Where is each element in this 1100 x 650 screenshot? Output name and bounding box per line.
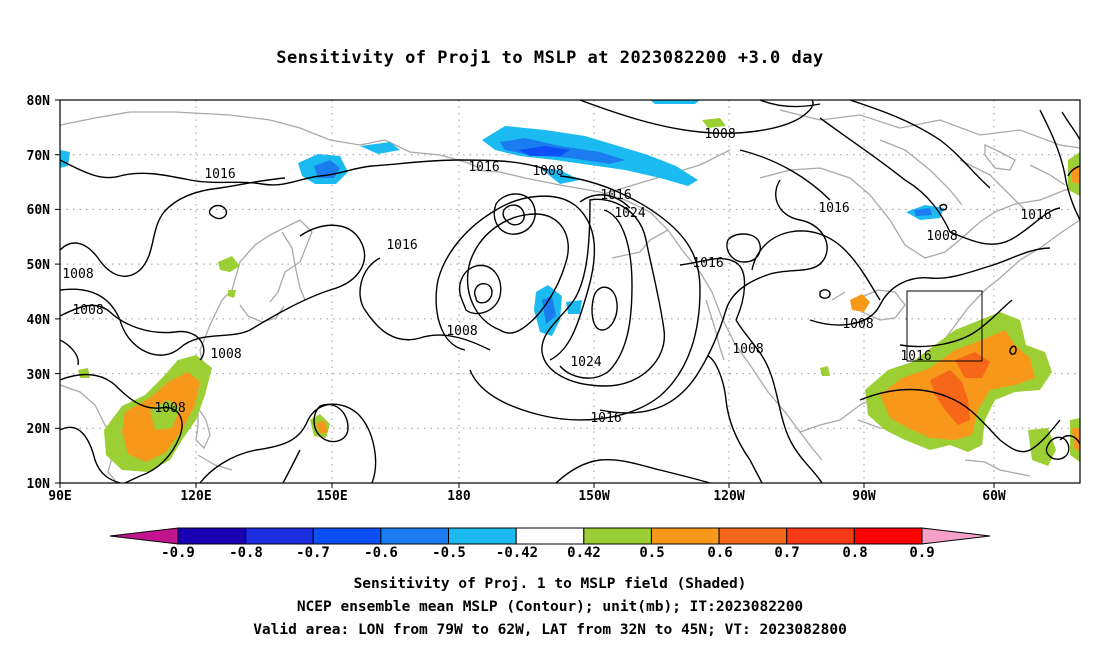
lat-tick-label: 30N: [27, 368, 51, 383]
colorbar-label: 0.8: [842, 545, 867, 561]
map-title: Sensitivity of Proj1 to MSLP at 20230822…: [276, 48, 824, 68]
contour-label: 1008: [732, 342, 763, 357]
colorbar-label: 0.6: [707, 545, 732, 561]
contour-label: 1008: [62, 267, 93, 282]
colorbar-label: -0.9: [161, 545, 195, 561]
caption-block: Sensitivity of Proj. 1 to MSLP field (Sh…: [0, 573, 1100, 642]
lat-tick-label: 70N: [27, 149, 51, 164]
colorbar-label: 0.9: [909, 545, 934, 561]
lat-tick-label: 40N: [27, 313, 51, 328]
colorbar-label: 0.42: [567, 545, 601, 561]
contour-label: 1016: [600, 188, 631, 203]
contour-label: 1008: [532, 164, 563, 179]
lat-tick-label: 50N: [27, 258, 51, 273]
lat-tick-label: 10N: [27, 477, 51, 492]
contour-label: 1016: [468, 160, 499, 175]
longitude-labels: 90E 120E 150E 180 150W 120W 90W 60W: [48, 489, 1006, 504]
colorbar-swatches: [177, 527, 923, 545]
colorbar-label: 0.5: [639, 545, 664, 561]
lon-tick-label: 120W: [713, 489, 744, 504]
lon-tick-label: 90W: [852, 489, 876, 504]
lon-tick-label: 180: [447, 489, 471, 504]
colorbar-label: 0.7: [774, 545, 799, 561]
contour-label: 1008: [446, 324, 477, 339]
colorbar-swatch: [312, 527, 382, 545]
contour-label: 1024: [614, 206, 645, 221]
contour-label: 1016: [1020, 208, 1051, 223]
caption-line-3: Valid area: LON from 79W to 62W, LAT fro…: [253, 622, 847, 638]
contour-labels: 1016 1008 1016 1008 1016 1008 1024 1016 …: [62, 127, 1051, 426]
colorbar-swatch: [786, 527, 855, 545]
contour-label: 1008: [154, 401, 185, 416]
contour-label: 1008: [926, 229, 957, 244]
colorbar-swatch: [718, 527, 788, 545]
colorbar-swatch: [245, 527, 314, 545]
lon-tick-label: 90E: [48, 489, 71, 504]
colorbar-label: -0.8: [229, 545, 263, 561]
lon-tick-label: 150E: [316, 489, 347, 504]
colorbar-swatch: [380, 527, 450, 545]
contour-label: 1016: [692, 256, 723, 271]
caption-line-1: Sensitivity of Proj. 1 to MSLP field (Sh…: [353, 576, 747, 592]
lat-tick-label: 60N: [27, 203, 51, 218]
positive-sensitivity-shading: [78, 118, 1080, 472]
colorbar-label: -0.7: [296, 545, 330, 561]
lon-tick-label: 120E: [180, 489, 211, 504]
lat-tick-label: 20N: [27, 422, 51, 437]
colorbar: -0.9 -0.8 -0.7 -0.6 -0.5 -0.42 0.42 0.5 …: [109, 527, 991, 561]
valid-area-box: [906, 290, 983, 362]
lon-tick-label: 150W: [578, 489, 609, 504]
colorbar-swatch: [177, 527, 247, 545]
mslp-contours: [60, 100, 1080, 483]
colorbar-label: -0.42: [496, 545, 538, 561]
colorbar-swatch: [515, 527, 585, 545]
contour-label: 1016: [386, 238, 417, 253]
lat-tick-label: 80N: [27, 94, 51, 109]
latitude-labels: 80N 70N 60N 50N 40N 30N 20N 10N: [27, 94, 51, 492]
colorbar-swatch: [650, 527, 720, 545]
colorbar-left-triangle: [109, 527, 179, 545]
contour-label: 1008: [72, 303, 103, 318]
contour-label: 1008: [210, 347, 241, 362]
contour-label: 1016: [590, 411, 621, 426]
colorbar-right-triangle: [921, 527, 991, 545]
axis-ticks: [55, 99, 995, 488]
colorbar-label: -0.6: [364, 545, 398, 561]
colorbar-swatch: [583, 527, 652, 545]
contour-label: 1016: [204, 167, 235, 182]
contour-label: 1016: [900, 349, 931, 364]
contour-label: 1008: [704, 127, 735, 142]
lon-tick-label: 60W: [982, 489, 1006, 504]
contour-label: 1024: [570, 355, 601, 370]
caption-line-2: NCEP ensemble mean MSLP (Contour); unit(…: [296, 599, 804, 615]
contour-label: 1008: [842, 317, 873, 332]
map-frame: [59, 99, 1081, 484]
colorbar-label: -0.5: [432, 545, 466, 561]
colorbar-swatch: [448, 527, 517, 545]
contour-label: 1016: [818, 201, 849, 216]
colorbar-swatch: [853, 527, 923, 545]
colorbar-labels: -0.9 -0.8 -0.7 -0.6 -0.5 -0.42 0.42 0.5 …: [161, 545, 935, 561]
